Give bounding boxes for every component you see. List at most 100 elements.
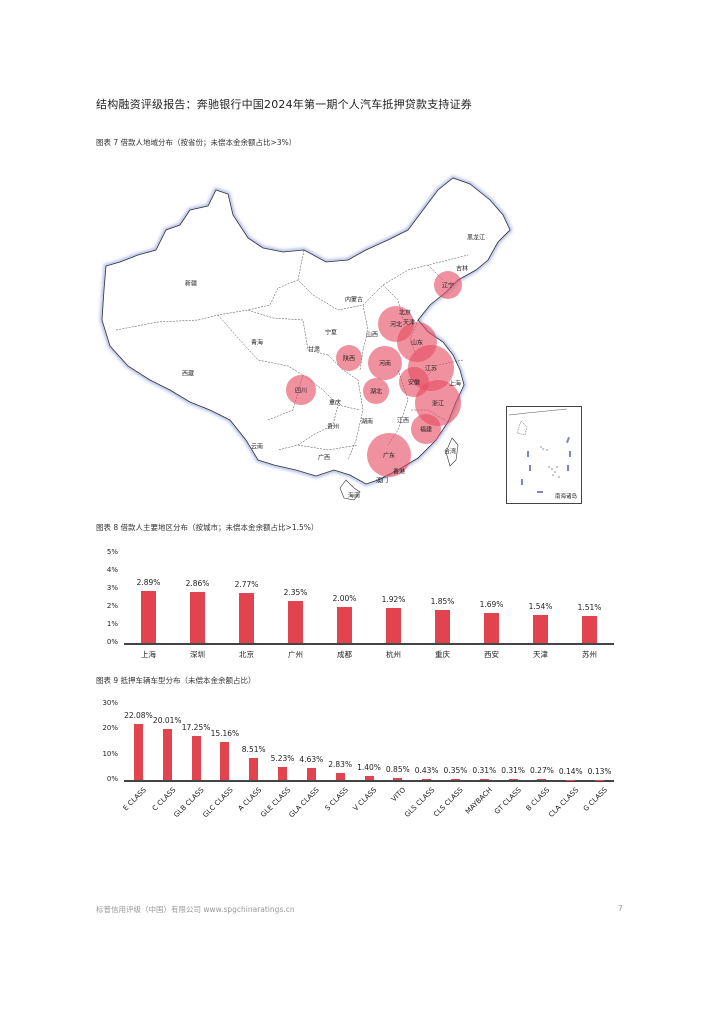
category-label: 重庆 — [435, 650, 450, 659]
province-bubble — [434, 271, 462, 299]
province-label: 湖北 — [369, 388, 383, 396]
value-label: 2.89% — [136, 577, 161, 587]
bar — [162, 729, 172, 780]
bar — [337, 607, 352, 643]
value-label: 0.14% — [558, 766, 583, 776]
value-label: 1.54% — [528, 602, 553, 612]
province-label: 陕西 — [342, 355, 356, 363]
value-label: 1.40% — [357, 763, 381, 773]
category-label: GLS CLASS — [403, 786, 437, 819]
category-label: GLC CLASS — [201, 786, 235, 820]
province-bubble — [368, 346, 402, 380]
province-label: 西藏 — [181, 370, 195, 378]
bar — [537, 779, 547, 780]
province-bubble — [336, 345, 362, 371]
bar — [239, 593, 254, 643]
bar — [335, 772, 345, 780]
province-label: 北京 — [398, 309, 412, 317]
province-label: 浙江 — [431, 400, 445, 408]
page-number: 7 — [618, 904, 623, 913]
value-label: 8.51% — [241, 745, 266, 755]
category-label: MAYBACH — [464, 786, 494, 816]
value-label: 1.51% — [577, 602, 602, 612]
province-label: 广西 — [317, 454, 331, 462]
category-label: CLS CLASS — [432, 786, 466, 819]
province-label: 宁夏 — [324, 329, 338, 337]
category-label: 北京 — [239, 650, 254, 659]
y-tick-label: 5% — [106, 548, 118, 556]
value-label: 0.13% — [587, 766, 612, 776]
province-label: 甘肃 — [307, 346, 321, 354]
bar — [278, 766, 288, 780]
category-label: 苏州 — [582, 650, 597, 659]
document-title: 结构融资评级报告：奔驰银行中国2024年第一期个人汽车抵押贷款支持证券 — [96, 98, 472, 111]
y-tick-label: 10% — [102, 749, 118, 758]
islands-icon — [508, 408, 571, 493]
province-label: 天津 — [402, 319, 416, 327]
value-label: 15.16% — [210, 728, 240, 738]
province-bubble — [411, 414, 441, 444]
category-label: CLA CLASS — [547, 786, 581, 819]
category-label: 天津 — [533, 650, 548, 659]
value-label: 0.85% — [385, 764, 410, 774]
province-label: 青海 — [250, 339, 264, 347]
bar — [133, 724, 143, 780]
province-label: 台湾 — [443, 448, 457, 456]
inset-label: 南海诸岛 — [554, 494, 577, 500]
value-label: 1.69% — [479, 599, 504, 609]
category-label: E CLASS — [121, 786, 149, 813]
vehicle-model-chart: 0% 10% 20% 30% 22.08% E CLASS 20.01% C CLASS 17.… — [92, 698, 617, 848]
value-label: 0.31% — [501, 766, 526, 776]
bar — [306, 768, 316, 780]
province-label: 香港 — [392, 468, 406, 476]
province-label: 广东 — [382, 452, 396, 460]
value-label: 0.43% — [414, 765, 439, 775]
value-label: 2.77% — [234, 580, 259, 590]
y-tick-label: 4% — [106, 566, 118, 574]
bar — [533, 615, 548, 643]
province-label: 吉林 — [455, 265, 469, 273]
value-label: 2.00% — [332, 594, 357, 603]
y-tick-label: 0% — [106, 638, 118, 646]
value-label: 22.08% — [124, 711, 153, 721]
x-axis — [124, 780, 614, 782]
province-label: 河北 — [389, 321, 403, 329]
value-label: 0.35% — [443, 766, 468, 776]
value-label: 5.23% — [270, 753, 295, 763]
category-label: A CLASS — [236, 786, 264, 813]
province-label: 贵州 — [326, 423, 340, 431]
bar — [386, 608, 401, 643]
y-tick-label: 20% — [102, 724, 118, 733]
value-label: 1.85% — [430, 596, 455, 606]
bar — [393, 777, 403, 780]
y-tick-label: 3% — [106, 584, 118, 592]
province-label: 江苏 — [424, 365, 438, 373]
bar — [422, 778, 432, 780]
figure8-title: 图表 8 借款人主要地区分布（按城市；未偿本金余额占比>1.5%） — [96, 523, 319, 532]
bar — [479, 779, 489, 780]
figure7-title: 图表 7 借款人地域分布（按省份；未偿本金余额占比>3%） — [96, 138, 297, 147]
bar — [484, 612, 499, 643]
bar — [249, 758, 259, 780]
category-label: 西安 — [484, 650, 499, 659]
bar — [364, 776, 374, 780]
province-label: 山西 — [365, 331, 379, 339]
y-tick-label: 30% — [102, 699, 118, 707]
province-label: 四川 — [294, 387, 308, 395]
province-label: 福建 — [419, 426, 433, 434]
province-label: 重庆 — [328, 399, 342, 407]
y-tick-label: 1% — [106, 620, 118, 628]
value-label: 20.01% — [152, 716, 182, 726]
figure9-title: 图表 9 抵押车辆车型分布（未偿本金余额占比） — [96, 676, 256, 685]
bar — [288, 600, 303, 643]
value-label: 2.35% — [283, 587, 308, 597]
category-label: V CLASS — [352, 786, 379, 813]
province-label: 湖南 — [360, 418, 374, 426]
bar — [508, 779, 518, 780]
value-label: 2.86% — [185, 578, 210, 588]
province-label: 澳门 — [375, 477, 389, 485]
category-label: VITO — [390, 786, 408, 804]
bar — [190, 591, 205, 643]
bar — [450, 779, 460, 780]
province-bubble — [367, 433, 411, 477]
